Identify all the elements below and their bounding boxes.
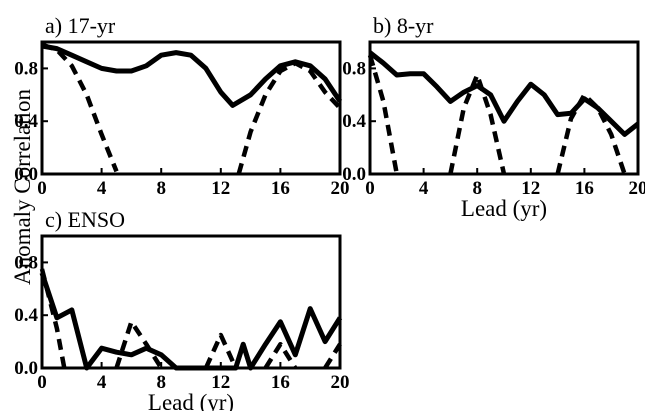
series-dashed-line [555, 92, 627, 175]
panel-1: 0 4 8 12 16 20 0.0 0.4 0.8 b) 8-yr Lead (yr) [342, 13, 645, 221]
series-dashed-line [39, 268, 67, 369]
x-tick-label: 4 [97, 372, 107, 393]
x-tick-label: 20 [629, 178, 645, 199]
x-tick-label: 0 [37, 178, 47, 199]
x-tick-label: 0 [365, 178, 375, 199]
y-tick-label: 0.0 [14, 164, 38, 185]
x-tick-label: 20 [331, 372, 350, 393]
series-dashed-line [203, 332, 238, 369]
x-tick-label: 8 [472, 178, 482, 199]
series-solid-line [368, 50, 640, 137]
series-solid-line [41, 43, 343, 108]
y-tick-label: 0.8 [14, 252, 38, 273]
series-dashed-line [448, 72, 507, 175]
x-tick-label: 4 [419, 178, 429, 199]
series-dashed-line [367, 54, 400, 175]
x-axis-label: Lead (yr) [461, 196, 547, 221]
x-axis-label: Lead (yr) [148, 390, 234, 411]
y-tick-label: 0.0 [342, 164, 366, 185]
series-dashed-line [114, 319, 164, 370]
series-dashed-line [41, 42, 119, 173]
x-tick-label: 12 [211, 372, 230, 393]
y-axis-label: Anomaly Correlation [10, 88, 35, 285]
x-tick-label: 8 [156, 178, 166, 199]
series-dashed-line [236, 60, 342, 175]
plot-frame [368, 40, 640, 176]
panel-title: a) 17-yr [45, 13, 116, 38]
x-tick-label: 8 [156, 372, 166, 393]
y-tick-label: 0.8 [14, 58, 38, 79]
x-tick-label: 0 [37, 372, 47, 393]
y-tick-label: 0.0 [14, 358, 38, 379]
y-tick-label: 0.4 [14, 305, 38, 326]
y-tick-label: 0.8 [342, 58, 366, 79]
panel-2: 0 4 8 12 16 20 0.0 0.4 0.8 c) ENSO Lead (yr) [14, 207, 349, 411]
series-dashed-line [263, 341, 298, 370]
y-tick-label: 0.4 [342, 111, 366, 132]
panel-0: 0 4 8 12 16 20 0.0 0.4 0.8 a) 17-yr [14, 13, 349, 199]
series-dashed-line [323, 343, 342, 370]
plot-frame [40, 40, 342, 176]
x-tick-label: 12 [521, 178, 540, 199]
y-tick-label: 0.4 [14, 111, 38, 132]
x-tick-label: 12 [211, 178, 230, 199]
plot-frame [40, 234, 342, 370]
x-tick-label: 20 [331, 178, 350, 199]
x-tick-label: 4 [97, 178, 107, 199]
x-tick-label: 16 [271, 372, 290, 393]
x-tick-label: 16 [271, 178, 290, 199]
x-tick-label: 16 [575, 178, 594, 199]
series-solid-line [39, 272, 343, 371]
panel-title: b) 8-yr [373, 13, 434, 38]
panel-title: c) ENSO [45, 207, 125, 232]
